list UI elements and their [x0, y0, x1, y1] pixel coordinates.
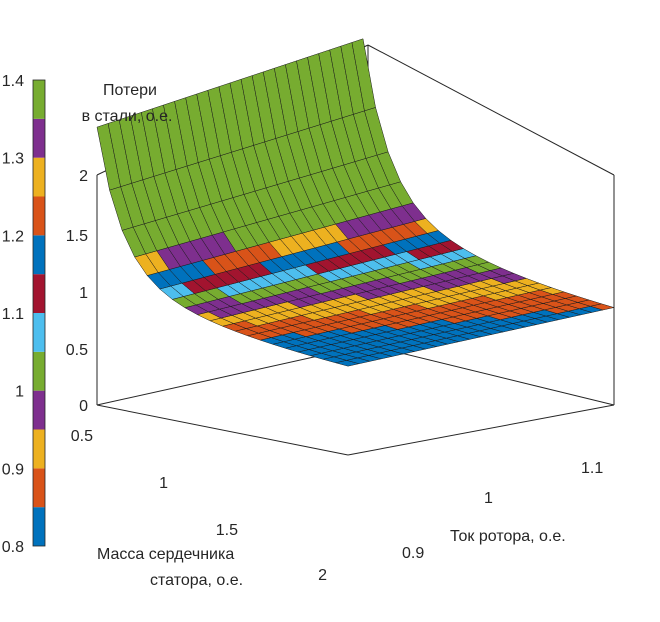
colorbar-band [33, 80, 45, 119]
colorbar-tick-label: 1 [15, 384, 24, 401]
x-axis-label: Ток ротора, о.е. [450, 528, 566, 545]
z-tick-label: 1 [79, 285, 88, 302]
z-tick-label: 1.5 [66, 228, 88, 245]
colorbar-band [33, 196, 45, 236]
surface-patch [351, 38, 376, 112]
colorbar-band [33, 313, 45, 352]
colorbar-ticks: 0.8 0.9 1 1.1 1.2 1.3 1.4 [2, 73, 24, 556]
colorbar [32, 79, 46, 547]
colorbar-tick-label: 0.8 [2, 539, 24, 556]
current-axis-ticks: 0.9 1 1.1 [402, 460, 603, 562]
y-axis-label-line1: Масса сердечника [97, 546, 234, 563]
colorbar-band [33, 351, 45, 391]
colorbar-band [33, 390, 45, 430]
mass-axis-ticks: 0.5 1 1.5 2 [71, 428, 327, 584]
colorbar-band [33, 507, 45, 546]
z-tick-label: 2 [79, 168, 88, 185]
mass-tick-label: 1 [159, 475, 168, 492]
mass-tick-label: 0.5 [71, 428, 93, 445]
colorbar-tick-label: 1.3 [2, 151, 24, 168]
colorbar-band [33, 274, 45, 313]
colorbar-tick-label: 1.4 [2, 73, 24, 90]
z-axis-label-line1: Потери [103, 82, 157, 99]
colorbar-tick-label: 1.1 [2, 306, 24, 323]
colorbar-tick-label: 1.2 [2, 228, 24, 245]
current-tick-label: 1 [484, 490, 493, 507]
y-axis-label-line2: статора, о.е. [150, 572, 243, 589]
mass-tick-label: 1.5 [216, 522, 238, 539]
z-axis-label-line2: в стали, о.е. [82, 108, 173, 125]
colorbar-band [33, 157, 45, 197]
loss-surface [96, 38, 615, 367]
current-tick-label: 0.9 [402, 545, 424, 562]
colorbar-band [33, 235, 45, 275]
z-tick-label: 0 [79, 398, 88, 415]
mass-tick-label: 2 [318, 567, 327, 584]
colorbar-frame [32, 79, 46, 547]
colorbar-band [33, 468, 45, 508]
current-tick-label: 1.1 [581, 460, 603, 477]
colorbar-band [33, 118, 45, 158]
z-tick-label: 0.5 [66, 342, 88, 359]
z-axis-ticks: 0 0.5 1 1.5 2 [66, 168, 88, 415]
colorbar-tick-label: 0.9 [2, 461, 24, 478]
colorbar-band [33, 429, 45, 469]
